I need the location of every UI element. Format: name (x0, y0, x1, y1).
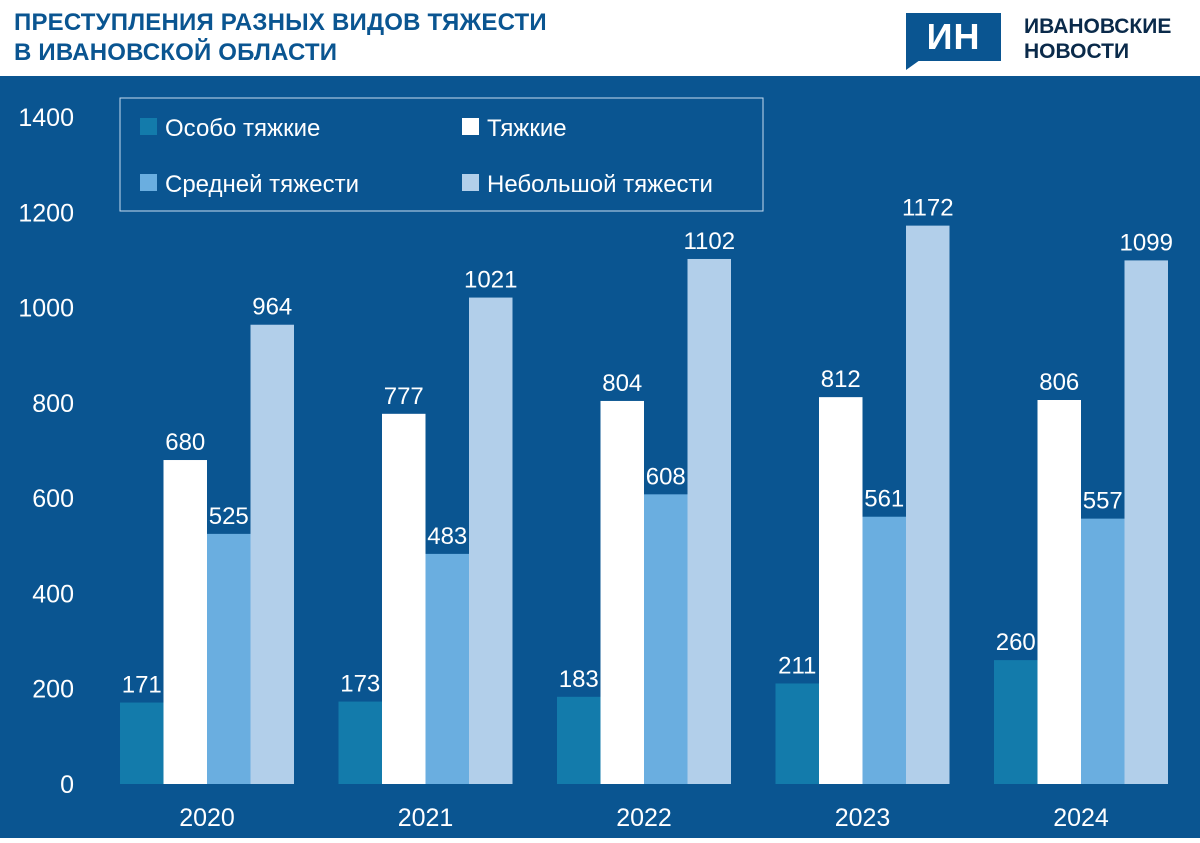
logo-mark: ИН (926, 16, 981, 57)
bar-value-label: 1099 (1120, 229, 1173, 256)
logo-wordmark: ИВАНОВСКИЕ НОВОСТИ (1024, 14, 1171, 64)
x-tick-label: 2020 (179, 804, 235, 832)
legend-swatch (140, 174, 157, 191)
bar-value-label: 804 (602, 370, 642, 397)
legend-swatch (140, 118, 157, 135)
bar-2021-series-3 (425, 553, 469, 784)
bar-2024-series-4 (1124, 260, 1168, 784)
bar-value-labels: 171 680 525 964 173 777 483 1021 183 804 608 1102 21… (122, 195, 1173, 699)
legend-frame (119, 97, 764, 212)
legend-label: Небольшой тяжести (487, 171, 713, 198)
bar-2023-series-2 (819, 397, 863, 784)
bar-2024-series-2 (1037, 399, 1081, 784)
x-axis-ticks: 2020 2021 2022 2023 2024 (179, 804, 1109, 832)
bar-value-label: 806 (1039, 369, 1079, 396)
bar-value-label: 1102 (683, 228, 735, 255)
bar-value-label: 1172 (902, 195, 954, 222)
bar-2020-series-1 (120, 702, 164, 784)
bar-2023-series-4 (906, 225, 950, 784)
legend-swatch (462, 118, 479, 135)
x-tick-label: 2022 (616, 804, 672, 832)
bar-2022-series-3 (644, 494, 688, 784)
bar-2021-series-2 (382, 413, 426, 784)
bar-2022-series-2 (600, 400, 644, 784)
bar-value-label: 483 (427, 523, 467, 550)
logo-line-1: ИВАНОВСКИЕ (1024, 15, 1172, 38)
bar-2023-series-1 (775, 683, 819, 784)
bar-value-label: 260 (996, 629, 1036, 656)
bar-value-label: 964 (252, 294, 292, 321)
y-tick-label: 600 (32, 485, 74, 513)
legend-label: Особо тяжкие (165, 115, 320, 142)
logo-badge-tail (906, 60, 920, 70)
page-title: ПРЕСТУПЛЕНИЯ РАЗНЫХ ВИДОВ ТЯЖЕСТИ В ИВАН… (14, 8, 547, 68)
bar-value-label: 608 (646, 463, 686, 490)
bar-2020-series-2 (163, 460, 207, 784)
bar-value-label: 1021 (464, 267, 517, 294)
y-tick-label: 400 (32, 580, 74, 608)
header: ПРЕСТУПЛЕНИЯ РАЗНЫХ ВИДОВ ТЯЖЕСТИ В ИВАН… (0, 0, 1200, 76)
y-tick-label: 1000 (18, 295, 74, 323)
bar-2022-series-1 (557, 696, 601, 784)
y-tick-label: 0 (60, 771, 74, 799)
bar-2021-series-1 (338, 701, 382, 784)
bar-value-label: 525 (209, 503, 249, 530)
bar-2022-series-4 (687, 258, 731, 784)
legend: Особо тяжкие Тяжкие Средней тяжести Небольш… (119, 97, 764, 212)
x-tick-label: 2021 (398, 804, 454, 832)
bar-value-label: 812 (821, 366, 861, 393)
x-tick-label: 2024 (1053, 804, 1109, 832)
bar-value-label: 183 (559, 666, 599, 693)
x-tick-label: 2023 (835, 804, 891, 832)
chart-area: 0 200 400 600 800 1000 1200 1400 171 680 525 964 17… (0, 76, 1200, 838)
y-tick-label: 1400 (18, 104, 74, 132)
legend-label: Тяжкие (487, 115, 567, 142)
y-tick-label: 800 (32, 390, 74, 418)
y-tick-label: 1200 (18, 199, 74, 227)
title-line-2: В ИВАНОВСКОЙ ОБЛАСТИ (14, 39, 338, 66)
bar-value-label: 173 (340, 671, 380, 698)
bar-2024-series-3 (1081, 518, 1125, 784)
legend-swatch (462, 174, 479, 191)
bar-2020-series-3 (207, 533, 251, 784)
legend-label: Средней тяжести (165, 171, 359, 198)
bar-value-label: 680 (165, 429, 205, 456)
bar-value-label: 777 (384, 383, 424, 410)
bar-2023-series-3 (862, 516, 906, 784)
bar-2020-series-4 (250, 324, 294, 784)
bar-value-label: 561 (864, 486, 904, 513)
logo-badge (906, 13, 1001, 61)
bar-2024-series-1 (994, 660, 1038, 784)
bar-2021-series-4 (469, 297, 513, 784)
y-axis-ticks: 0 200 400 600 800 1000 1200 1400 (18, 104, 74, 799)
bar-value-label: 557 (1083, 488, 1123, 515)
y-tick-label: 200 (32, 676, 74, 704)
title-line-1: ПРЕСТУПЛЕНИЯ РАЗНЫХ ВИДОВ ТЯЖЕСТИ (14, 9, 547, 36)
logo-line-2: НОВОСТИ (1024, 40, 1130, 63)
bar-value-label: 171 (122, 672, 162, 699)
bars (120, 225, 1168, 784)
bar-value-label: 211 (778, 652, 816, 679)
